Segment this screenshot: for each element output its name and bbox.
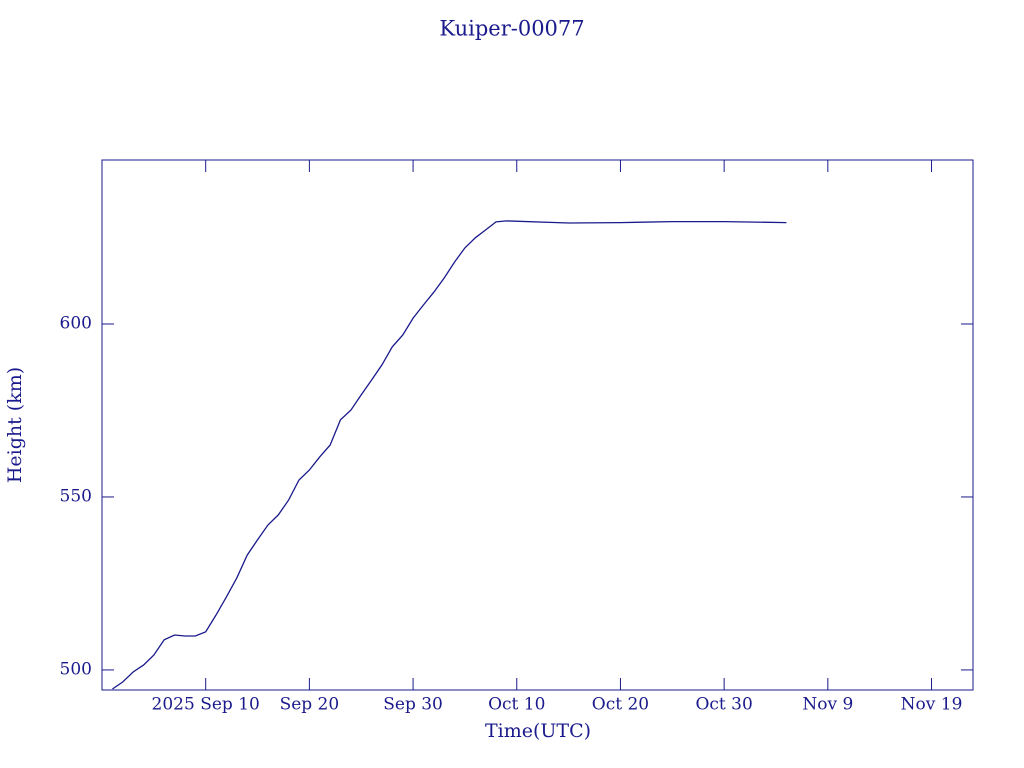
y-tick-label: 550	[60, 486, 92, 506]
x-tick-label: Oct 30	[695, 695, 752, 715]
data-line	[112, 220, 787, 690]
x-tick-label: 2025 Sep 10	[152, 695, 260, 715]
x-tick-label: Nov 19	[901, 695, 963, 715]
x-tick-label: Nov 9	[802, 695, 853, 715]
x-tick-label: Oct 20	[592, 695, 649, 715]
x-tick-label: Sep 30	[383, 695, 443, 715]
x-tick-label: Sep 20	[280, 695, 340, 715]
plot-frame	[101, 159, 974, 691]
y-tick-label: 500	[60, 659, 92, 679]
chart-title: Kuiper-00077	[439, 17, 584, 41]
y-axis-label: Height (km)	[4, 367, 26, 483]
x-axis-label: Time(UTC)	[485, 720, 591, 742]
x-tick-label: Oct 10	[488, 695, 545, 715]
y-tick-label: 600	[60, 313, 92, 333]
